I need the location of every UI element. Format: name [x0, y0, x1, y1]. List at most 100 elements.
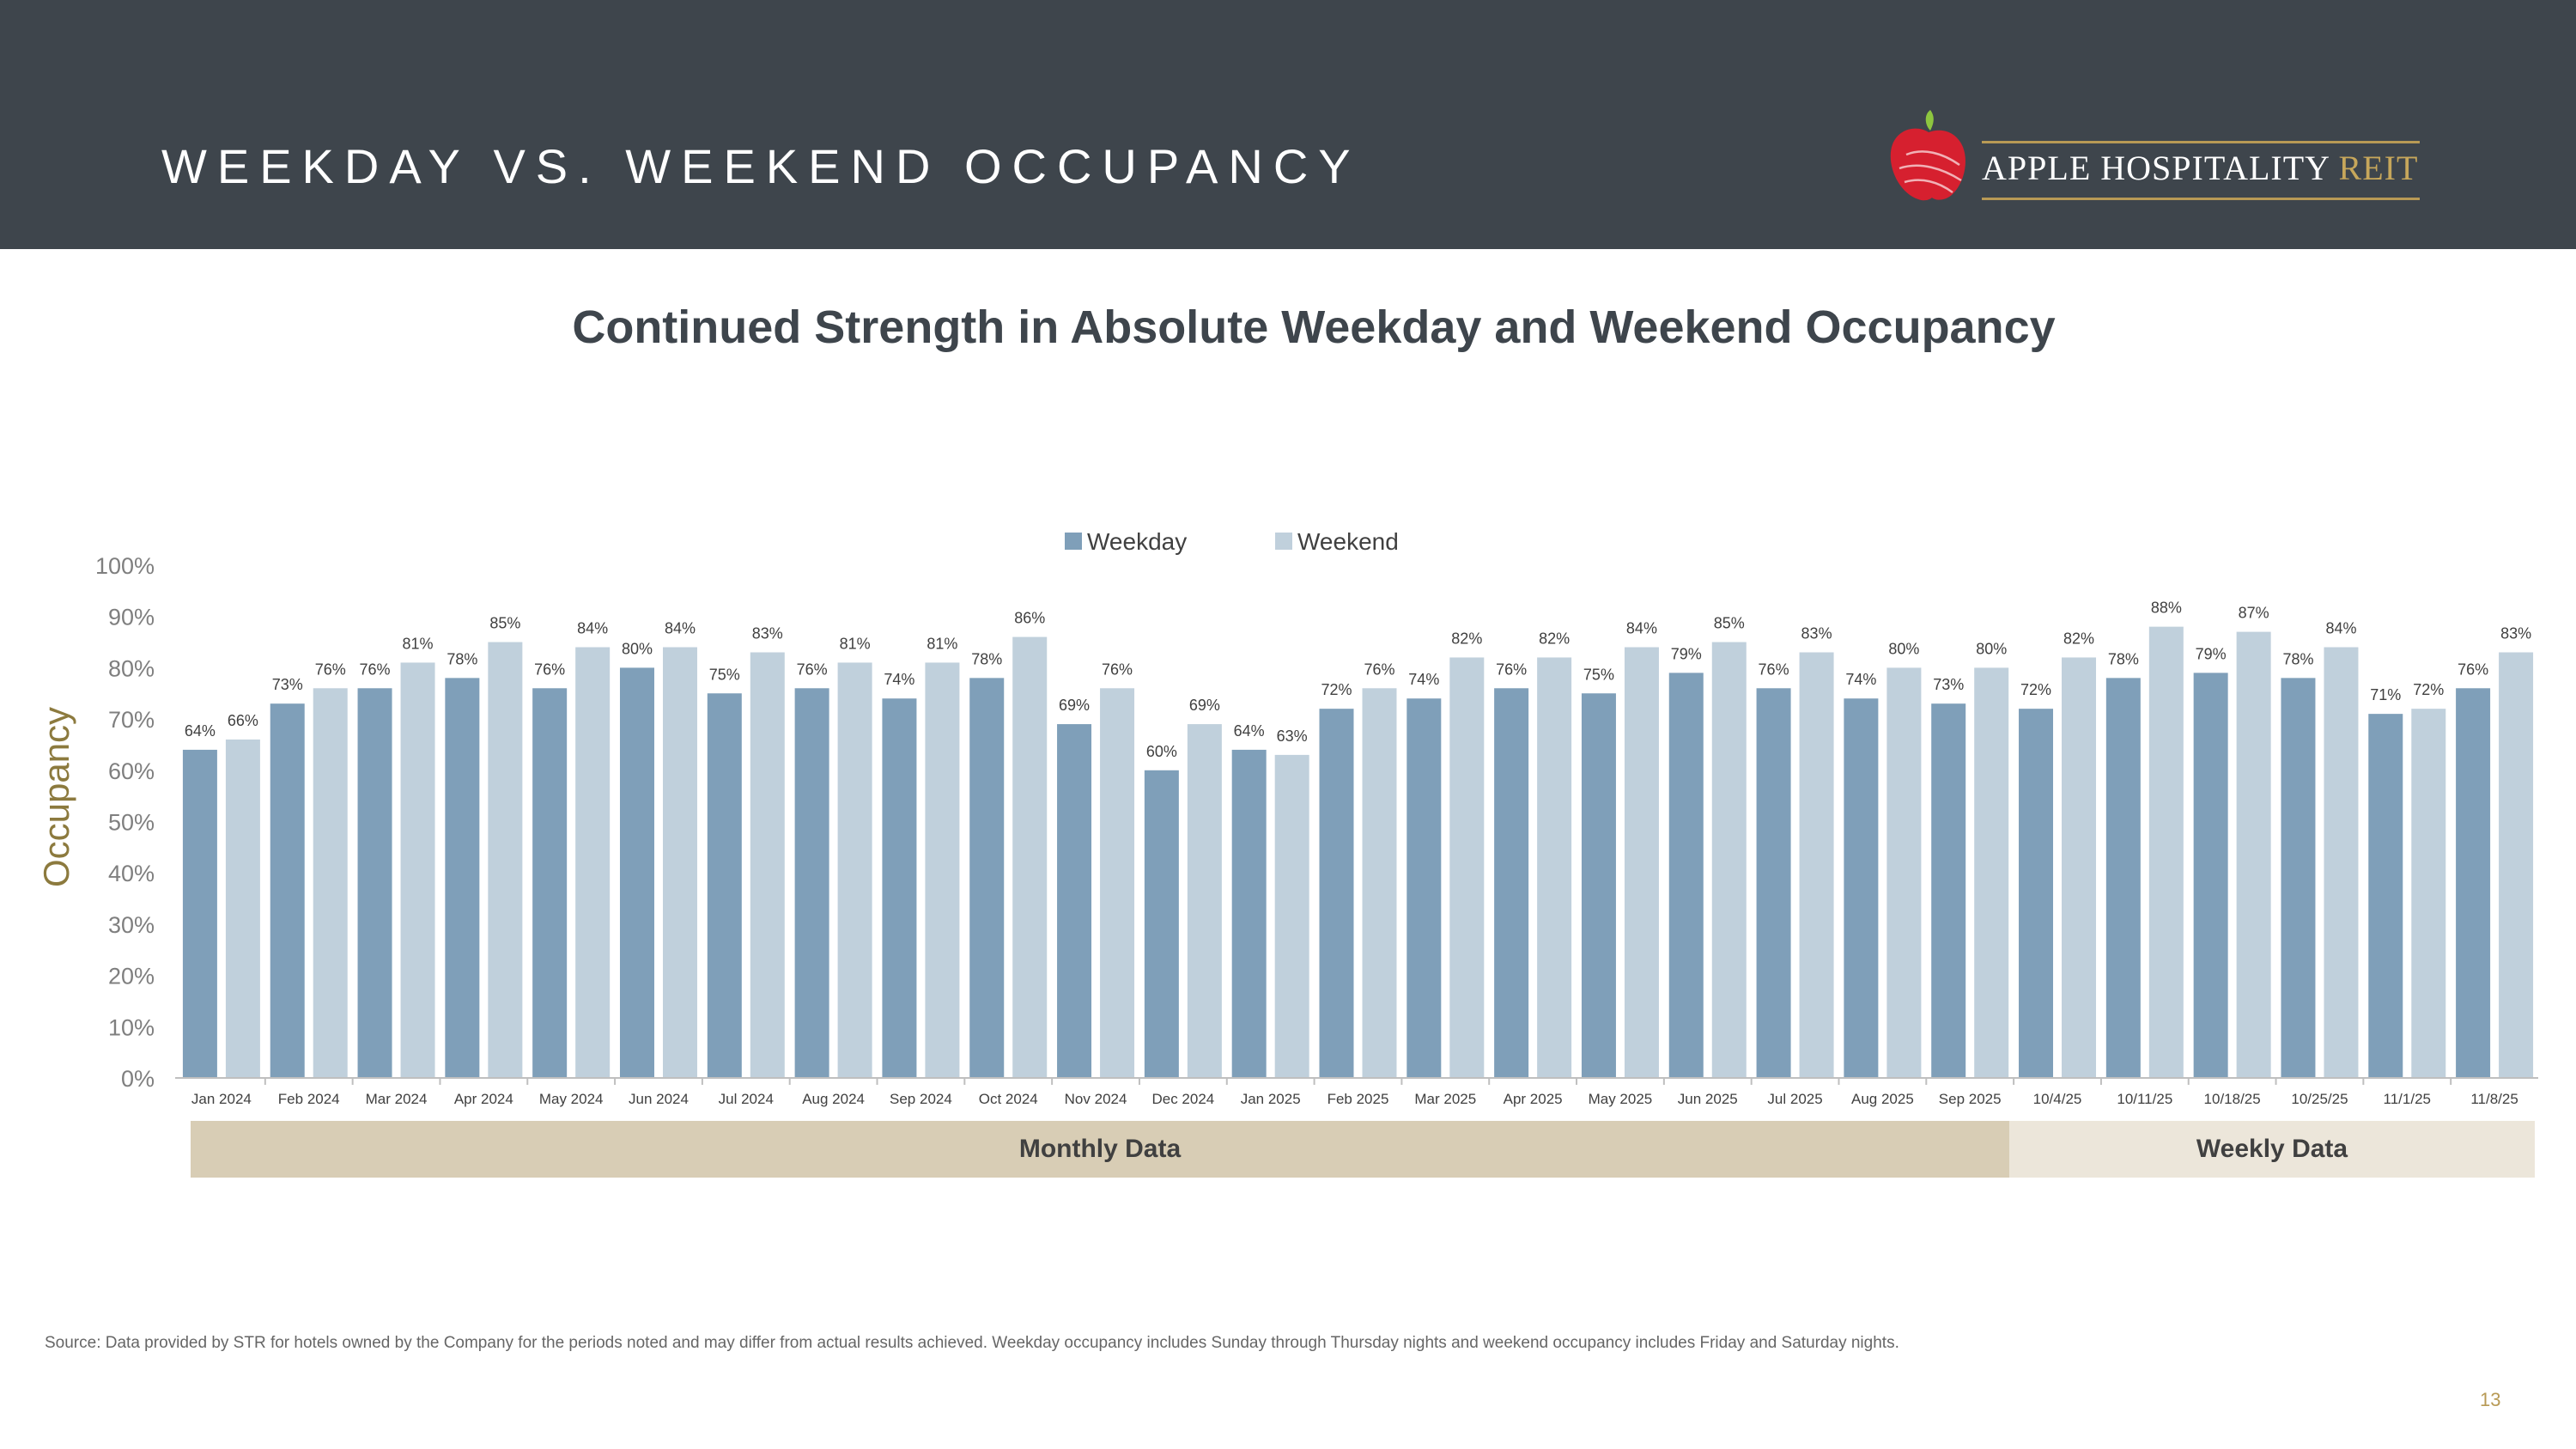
data-label: 78% [971, 650, 1002, 667]
x-axis: Jan 2024 Feb 2024 Mar 2024 Apr 2024 May 2024… [191, 1078, 2518, 1107]
data-label: 80% [1888, 640, 1919, 657]
x-tick-label: 10/25/25 [2291, 1091, 2348, 1107]
x-tick-label: Jun 2024 [629, 1091, 689, 1107]
y-tick-label: 80% [108, 655, 155, 681]
x-tick-label: Oct 2024 [979, 1091, 1038, 1107]
data-label: 69% [1059, 697, 1090, 714]
bar-weekend [1711, 642, 1747, 1078]
slide-title: WEEKDAY VS. WEEKEND OCCUPANCY [161, 139, 1361, 193]
data-label: 75% [709, 666, 740, 683]
data-label: 74% [1845, 671, 1876, 688]
data-label: 83% [1801, 624, 1832, 642]
data-label: 83% [752, 624, 783, 642]
occupancy-bar-chart: Weekday Weekend Occupancy 0% 10% 20% 30% 40% 5… [36, 528, 2538, 1107]
y-tick-label: 100% [95, 553, 155, 579]
data-label: 73% [272, 676, 303, 693]
data-label: 84% [665, 620, 696, 637]
data-label: 71% [2370, 686, 2401, 703]
data-label: 82% [2063, 630, 2094, 647]
x-tick-label: Nov 2024 [1065, 1091, 1127, 1107]
bar-weekend [313, 688, 348, 1078]
bar-weekday [1057, 724, 1092, 1078]
data-label: 69% [1189, 697, 1220, 714]
data-label: 87% [2239, 605, 2269, 622]
data-label: 64% [1234, 722, 1265, 740]
data-label: 85% [489, 615, 520, 632]
y-tick-label: 90% [108, 605, 155, 630]
y-axis-label: Occupancy [36, 707, 76, 887]
x-tick-label: Dec 2024 [1151, 1091, 1214, 1107]
x-tick-label: Jan 2025 [1241, 1091, 1301, 1107]
legend-label-weekday: Weekday [1087, 528, 1187, 555]
data-label: 78% [2282, 650, 2313, 667]
x-tick-label: May 2024 [539, 1091, 604, 1107]
legend-swatch-weekend [1275, 533, 1292, 550]
x-tick-label: Jul 2025 [1767, 1091, 1822, 1107]
bar-weekday [969, 678, 1005, 1078]
data-label: 85% [1714, 615, 1745, 632]
bar-weekend [662, 647, 697, 1078]
x-tick-label: Aug 2025 [1851, 1091, 1914, 1107]
bar-weekend [488, 642, 523, 1078]
weekly-data-label: Weekly Data [2196, 1135, 2348, 1163]
y-tick-label: 10% [108, 1014, 155, 1040]
bar-weekday [182, 749, 217, 1078]
data-label: 82% [1539, 630, 1570, 647]
x-tick-label: Jul 2024 [719, 1091, 774, 1107]
data-label: 76% [797, 661, 828, 678]
company-logo: APPLE HOSPITALITY REIT [1880, 103, 2430, 215]
data-label: 76% [534, 661, 565, 678]
bar-weekday [1756, 688, 1791, 1078]
y-tick-label: 50% [108, 810, 155, 836]
bar-weekday [1494, 688, 1529, 1078]
bar-weekday [1144, 770, 1179, 1078]
data-labels: 64% 66% 73% 76% 76% 81% 78% 85% 76% 84% 80% 84% 75% 8… [185, 600, 2531, 760]
source-note: Source: Data provided by STR for hotels … [45, 1334, 1899, 1352]
bar-weekday [1231, 749, 1267, 1078]
data-label: 76% [1496, 661, 1527, 678]
x-tick-label: 10/18/25 [2204, 1091, 2261, 1107]
data-label: 76% [1364, 661, 1394, 678]
x-tick-label: Feb 2024 [278, 1091, 340, 1107]
y-tick-label: 70% [108, 707, 155, 733]
bar-weekend [2324, 647, 2359, 1078]
monthly-data-band: Monthly Data [191, 1121, 2009, 1178]
bar-weekday [619, 667, 654, 1078]
data-label: 73% [1933, 676, 1964, 693]
data-label: 84% [1626, 620, 1657, 637]
bar-weekend [1362, 688, 1397, 1078]
data-label: 78% [447, 650, 477, 667]
y-tick-label: 0% [121, 1066, 155, 1092]
legend-label-weekend: Weekend [1297, 528, 1399, 555]
bar-weekday [357, 688, 392, 1078]
data-label: 74% [884, 671, 914, 688]
data-label: 66% [228, 712, 258, 729]
bar-weekday [1931, 703, 1966, 1078]
bar-weekend [1187, 724, 1222, 1078]
data-label: 76% [1102, 661, 1133, 678]
data-label: 88% [2151, 600, 2182, 617]
x-tick-label: May 2025 [1589, 1091, 1653, 1107]
data-label: 76% [2458, 661, 2488, 678]
bar-weekend [2236, 631, 2271, 1078]
bar-weekday [1319, 709, 1354, 1078]
data-label: 83% [2500, 624, 2531, 642]
bar-weekend [1624, 647, 1659, 1078]
chart-legend: Weekday Weekend [1065, 528, 1399, 555]
bar-weekend [1274, 754, 1309, 1078]
logo-rule-bottom [1982, 198, 2420, 200]
x-tick-label: Mar 2025 [1414, 1091, 1476, 1107]
data-label: 79% [2196, 645, 2227, 662]
data-label: 60% [1146, 743, 1177, 760]
bar-weekend [2411, 709, 2446, 1078]
data-label: 82% [1451, 630, 1482, 647]
bar-weekday [2368, 714, 2403, 1078]
data-label: 72% [1321, 681, 1352, 698]
x-tick-label: 11/8/25 [2470, 1091, 2518, 1107]
bar-weekday [1581, 693, 1616, 1078]
x-tick-label: Apr 2025 [1504, 1091, 1563, 1107]
bar-weekend [1886, 667, 1922, 1078]
data-label: 86% [1014, 610, 1045, 627]
x-tick-label: Jun 2025 [1678, 1091, 1738, 1107]
bar-weekday [707, 693, 742, 1078]
